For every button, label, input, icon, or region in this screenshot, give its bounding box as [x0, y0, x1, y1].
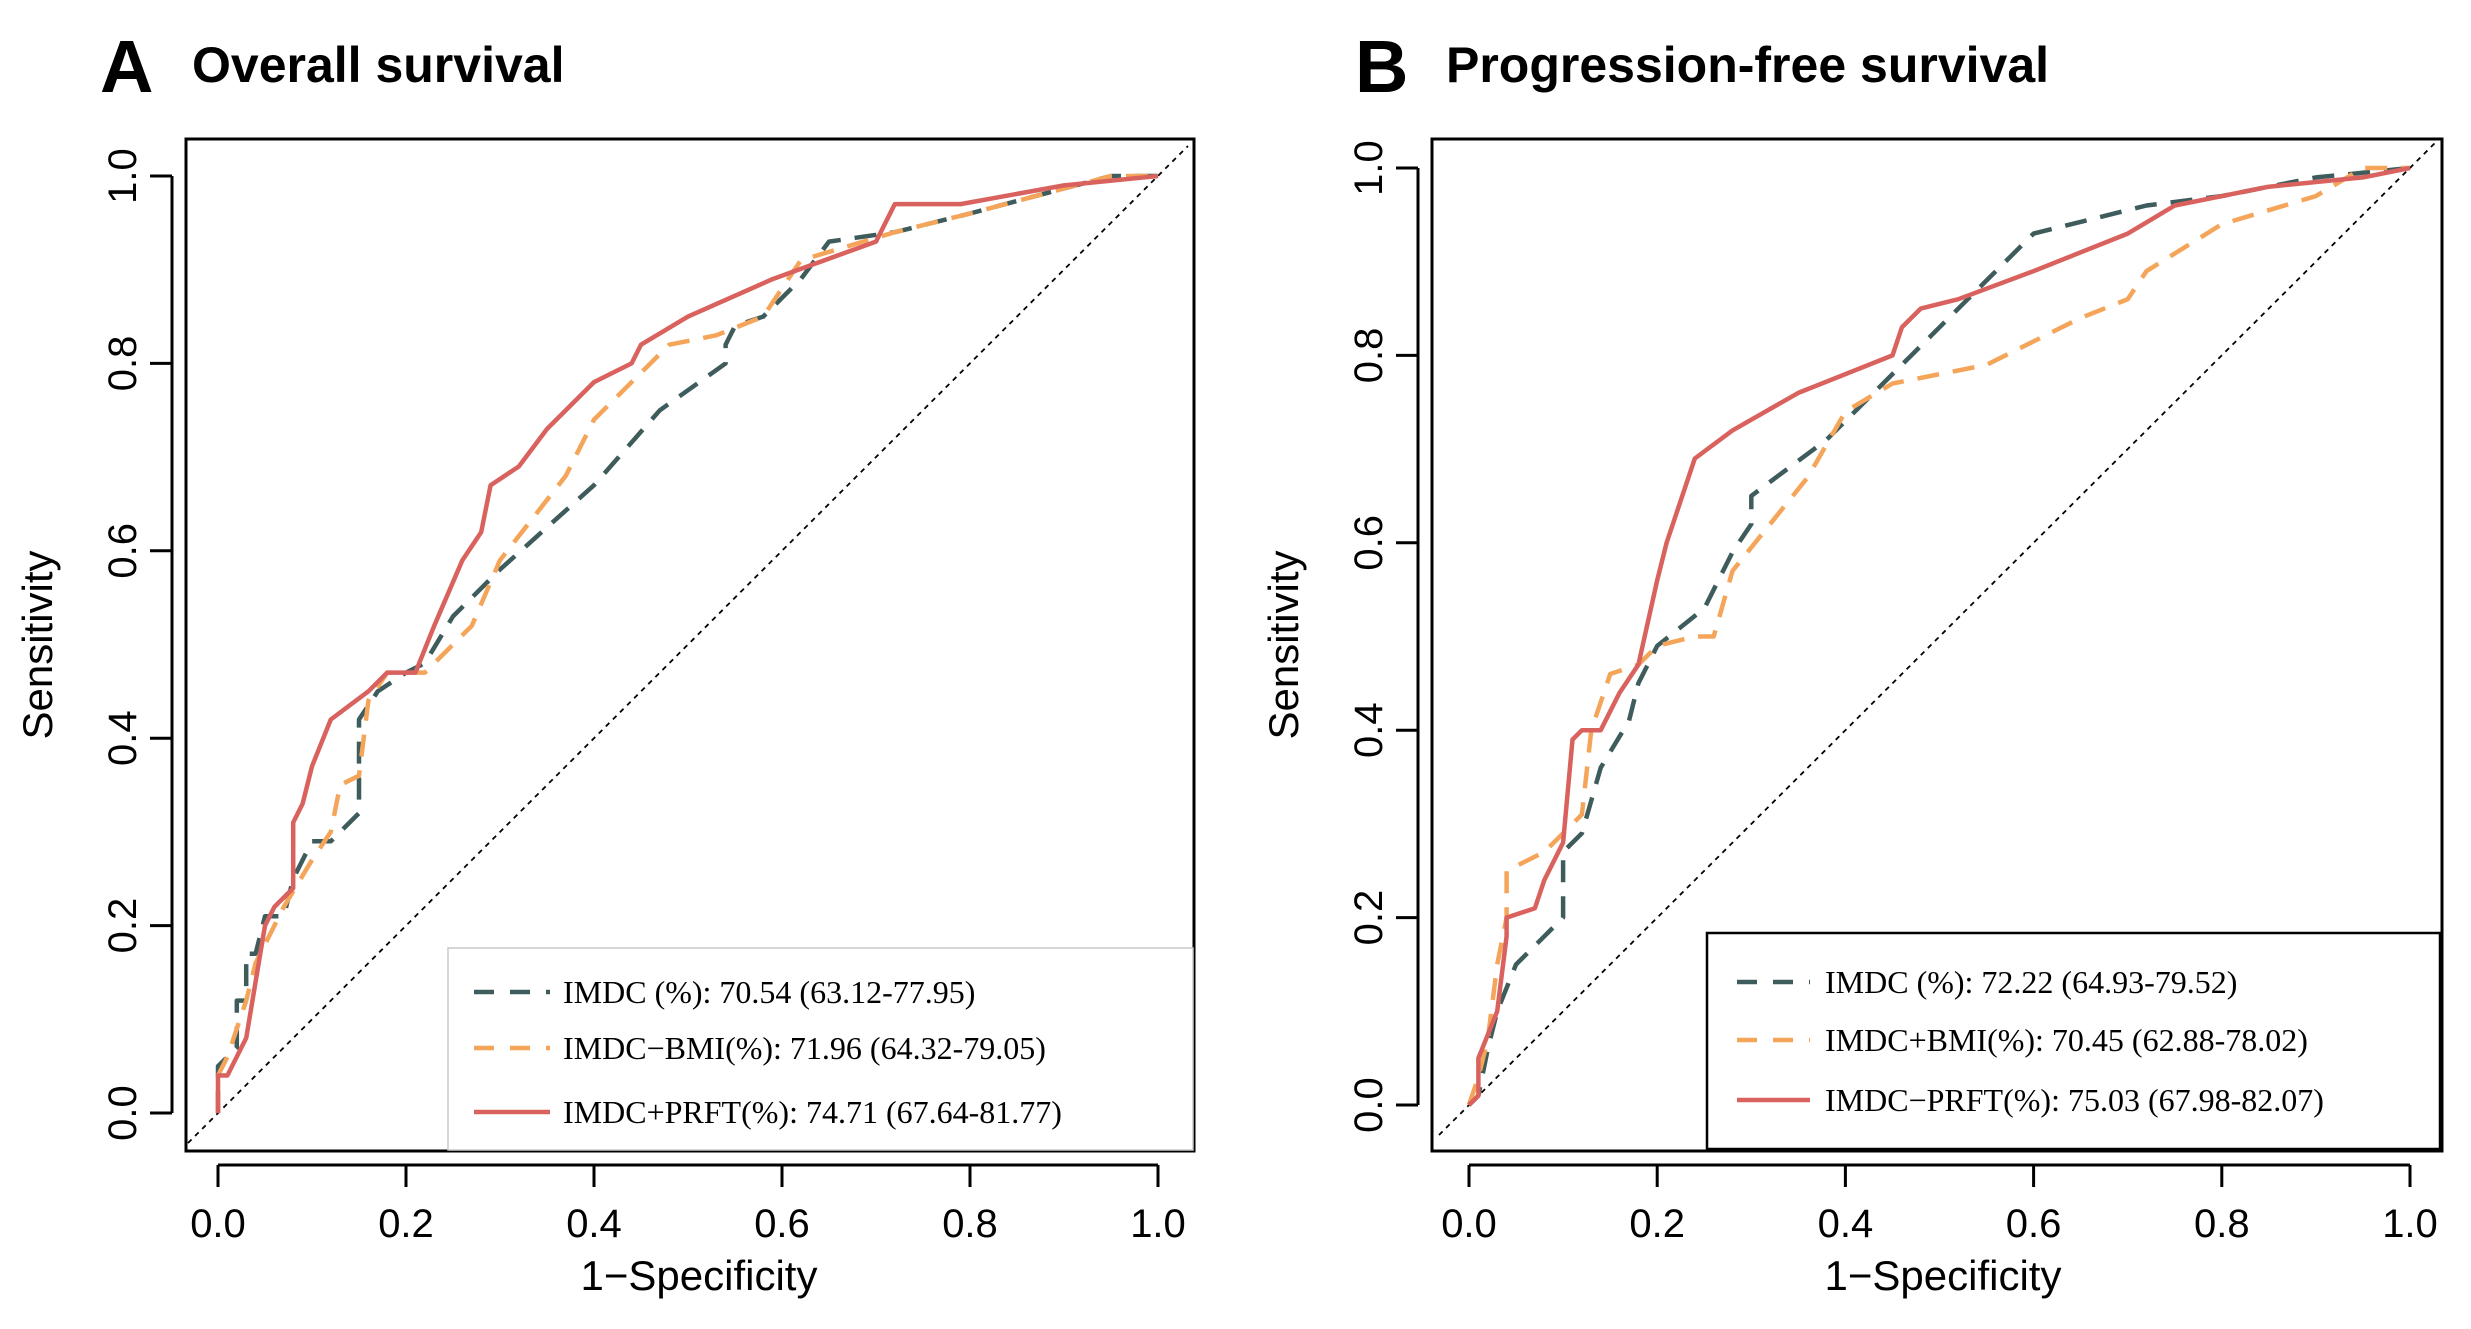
- panel-a-y-axis-label: Sensitivity: [14, 550, 61, 739]
- panel-b-curves: [1466, 165, 2411, 1107]
- panel-a-x-tick-label: 0.6: [754, 1202, 810, 1246]
- panel-a-x-tick-label: 1.0: [1130, 1202, 1186, 1246]
- panel-a-y-tick-label: 0.4: [101, 710, 145, 766]
- panel-b-axes: 0.0 0.2 0.4 0.6 0.8 1.0 0.0 0.2 0.4 0.6 0.8 1.0: [1347, 140, 2438, 1246]
- panel-a-x-tick-label: 0.8: [942, 1202, 998, 1246]
- panel-b-legend-box: [1705, 931, 2442, 1151]
- panel-b-x-tick-label: 0.4: [1818, 1202, 1874, 1246]
- panel-a-x-tick-label: 0.4: [566, 1202, 622, 1246]
- panel-b-y-tick-label: 1.0: [1347, 140, 1391, 196]
- panel-b-title: Progression-free survival: [1446, 37, 2049, 93]
- panel-a-legend-label-bmi: IMDC−BMI(%): 71.96 (64.32-79.05): [563, 1030, 1046, 1066]
- panel-b-x-tick-label: 0.6: [2006, 1202, 2062, 1246]
- panel-a-letter: A: [100, 25, 153, 108]
- panel-a-y-tick-label: 1.0: [101, 148, 145, 204]
- panel-a-legend-label-imdc: IMDC (%): 70.54 (63.12-77.95): [563, 974, 975, 1010]
- panel-b-y-tick-label: 0.2: [1347, 890, 1391, 946]
- panel-b-legend: IMDC (%): 72.22 (64.93-79.52) IMDC+BMI(%…: [1705, 931, 2442, 1151]
- panel-a-y-tick-label: 0.2: [101, 898, 145, 954]
- panel-b-x-tick-label: 0.2: [1629, 1202, 1685, 1246]
- panel-b-curve-imdc: [1467, 165, 2411, 1107]
- panel-b-y-tick-label: 0.8: [1347, 328, 1391, 384]
- panel-b-plot-box: [1430, 137, 2444, 1153]
- panel-a-legend: IMDC (%): 70.54 (63.12-77.95) IMDC−BMI(%…: [447, 947, 1194, 1151]
- panel-a-plot-box: [184, 137, 1196, 1153]
- panel-a-title: Overall survival: [192, 37, 564, 93]
- panel-b-legend-label-imdc: IMDC (%): 72.22 (64.93-79.52): [1825, 964, 2237, 1000]
- panel-b-letter: B: [1355, 25, 1408, 108]
- panel-a-x-tick-label: 0.2: [378, 1202, 434, 1246]
- panel-a-legend-label-prft: IMDC+PRFT(%): 74.71 (67.64-81.77): [563, 1094, 1062, 1130]
- panel-b: B Progression-free survival 1−Specificit…: [1260, 25, 2444, 1299]
- panel-b-y-tick-label: 0.0: [1347, 1077, 1391, 1133]
- panel-b-x-tick-label: 1.0: [2382, 1202, 2438, 1246]
- panel-b-curve-prft: [1467, 165, 2411, 1107]
- panel-a-legend-box: [447, 947, 1194, 1151]
- panel-a-curve-bmi: [215, 173, 1158, 1113]
- panel-a-y-tick-label: 0.8: [101, 336, 145, 392]
- panel-a-y-tick-label: 0.0: [101, 1085, 145, 1141]
- panel-a-curves: [215, 173, 1159, 1113]
- panel-a-curve-prft: [215, 173, 1159, 1113]
- panel-b-y-axis-label: Sensitivity: [1260, 550, 1307, 739]
- panel-a-y-tick-label: 0.6: [101, 523, 145, 579]
- panel-a-x-axis-label: 1−Specificity: [581, 1252, 818, 1299]
- panel-a-x-tick-label: 0.0: [190, 1202, 246, 1246]
- panel-b-x-axis-label: 1−Specificity: [1825, 1252, 2062, 1299]
- panel-b-legend-label-prft: IMDC−PRFT(%): 75.03 (67.98-82.07): [1825, 1082, 2324, 1118]
- panel-b-y-tick-label: 0.6: [1347, 515, 1391, 571]
- panel-b-x-tick-label: 0.8: [2194, 1202, 2250, 1246]
- panel-b-y-tick-label: 0.4: [1347, 702, 1391, 758]
- panel-a-axes: 0.0 0.2 0.4 0.6 0.8 1.0 0.0 0.2 0.4 0.6 0.8 1.0: [101, 148, 1186, 1246]
- panel-b-curve-bmi: [1466, 165, 2410, 1106]
- panel-b-x-tick-label: 0.0: [1441, 1202, 1497, 1246]
- panel-b-legend-label-bmi: IMDC+BMI(%): 70.45 (62.88-78.02): [1825, 1022, 2308, 1058]
- panel-a: A Overall survival 1−Specificity Sensiti…: [14, 25, 1196, 1299]
